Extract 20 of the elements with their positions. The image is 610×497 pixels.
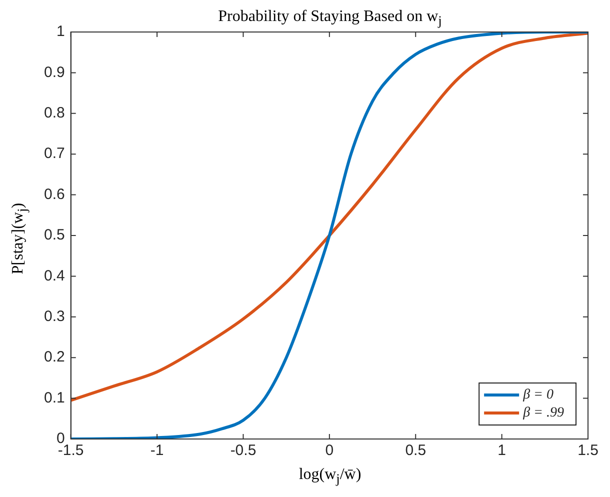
y-tick-label: 0.5 <box>44 226 65 244</box>
y-tick-label: 0.6 <box>44 186 65 203</box>
x-tick-label: -1 <box>150 442 164 460</box>
y-tick-label: 0.4 <box>44 267 65 284</box>
x-tick-label: 0.5 <box>405 442 426 460</box>
y-tick-label: 0.1 <box>44 389 65 406</box>
x-tick-label: -0.5 <box>230 442 256 460</box>
chart-title: Probability of Staying Based on w$_{j}$ <box>217 8 443 30</box>
x-axis-title: log(w$_{j}$/w̄) <box>298 466 362 487</box>
x-tick-label: 1.5 <box>578 442 598 460</box>
y-tick-label: 0.7 <box>44 145 65 162</box>
y-tick-label: 0.8 <box>44 104 65 122</box>
y-tick-label: 0.9 <box>44 64 65 81</box>
y-tick-label: 1 <box>56 23 65 40</box>
legend-label: β = .99 <box>522 406 564 421</box>
x-tick-label: 1 <box>498 442 506 460</box>
y-tick-label: 0.3 <box>44 308 65 326</box>
legend-label: β = 0 <box>522 388 554 403</box>
y-tick-label: 0.2 <box>44 348 65 366</box>
x-tick-label: 0 <box>325 442 334 460</box>
